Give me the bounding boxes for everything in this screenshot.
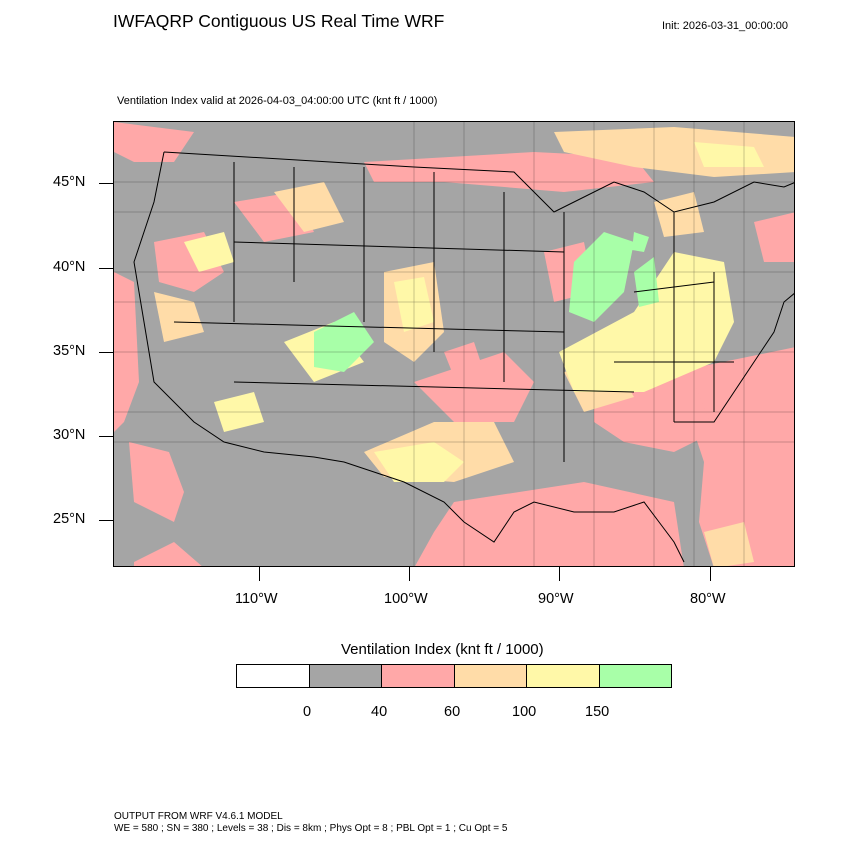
lat-label-45: 45°N xyxy=(53,174,86,190)
county-lines xyxy=(114,122,794,566)
legend-swatch-gray xyxy=(309,665,382,687)
legend-swatch-white xyxy=(237,665,310,687)
lon-tick-80 xyxy=(710,567,711,581)
legend-swatch-green xyxy=(599,665,671,687)
legend-title: Ventilation Index (knt ft / 1000) xyxy=(341,641,544,658)
lat-label-35: 35°N xyxy=(53,343,86,359)
plot-title: IWFAQRP Contiguous US Real Time WRF xyxy=(113,11,445,31)
ventilation-map xyxy=(114,122,794,566)
lon-tick-110 xyxy=(259,567,260,581)
legend-tick-150: 150 xyxy=(585,704,610,720)
map-panel xyxy=(113,121,795,567)
lat-tick-25 xyxy=(99,520,113,521)
lat-label-30: 30°N xyxy=(53,427,86,443)
lat-label-40: 40°N xyxy=(53,259,86,275)
lon-tick-100 xyxy=(409,567,410,581)
lat-tick-40 xyxy=(99,268,113,269)
legend-swatch-pink xyxy=(382,665,455,687)
legend-tick-0: 0 xyxy=(303,704,312,720)
legend-tick-100: 100 xyxy=(512,704,537,720)
lat-label-25: 25°N xyxy=(53,511,86,527)
lon-tick-90 xyxy=(559,567,560,581)
state-boundaries xyxy=(133,151,794,563)
model-output-line: OUTPUT FROM WRF V4.6.1 MODEL xyxy=(114,811,283,822)
plot-subtitle: Ventilation Index valid at 2026-04-03_04… xyxy=(117,95,438,107)
init-time: Init: 2026-03-31_00:00:00 xyxy=(662,20,788,32)
lat-tick-30 xyxy=(99,436,113,437)
lon-label-80: 80°W xyxy=(690,591,726,607)
legend-colorbar xyxy=(236,664,672,688)
legend-tick-40: 40 xyxy=(371,704,388,720)
lat-tick-35 xyxy=(99,352,113,353)
lon-label-100: 100°W xyxy=(384,591,428,607)
model-config-line: WE = 580 ; SN = 380 ; Levels = 38 ; Dis … xyxy=(114,823,508,834)
lon-label-110: 110°W xyxy=(235,591,278,607)
lon-label-90: 90°W xyxy=(538,591,574,607)
lat-tick-45 xyxy=(99,183,113,184)
legend-swatch-yellow xyxy=(527,665,600,687)
legend-tick-60: 60 xyxy=(444,704,461,720)
legend-swatch-peach xyxy=(454,665,527,687)
